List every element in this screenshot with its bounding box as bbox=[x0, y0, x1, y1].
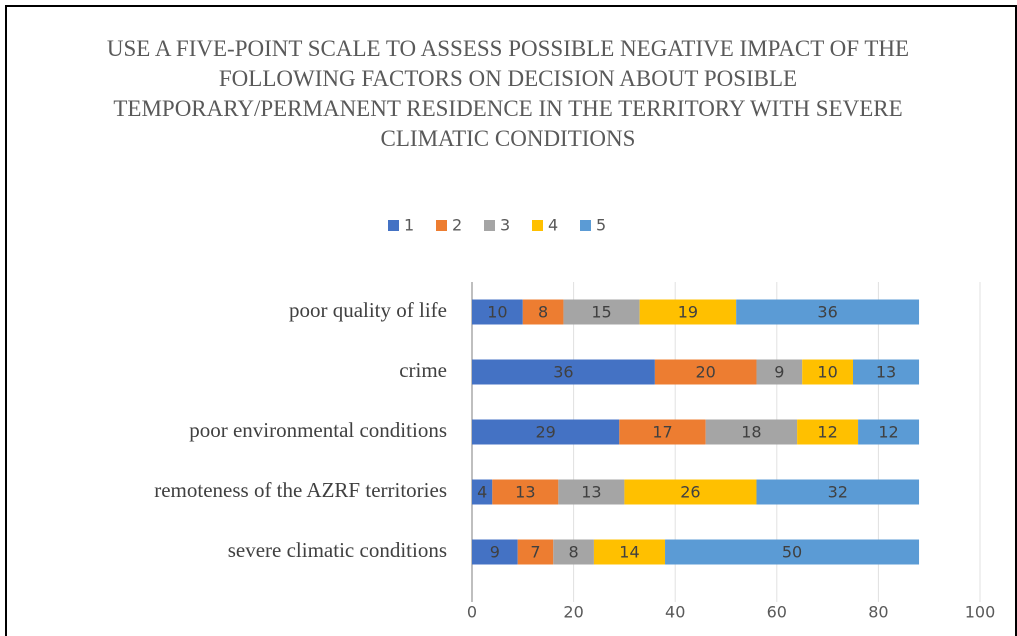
legend-label: 1 bbox=[404, 216, 414, 235]
legend-label: 5 bbox=[596, 216, 606, 235]
legend-swatch bbox=[580, 220, 591, 231]
legend-swatch bbox=[436, 220, 447, 231]
data-label: 50 bbox=[782, 543, 802, 562]
data-label: 17 bbox=[652, 423, 672, 442]
data-label: 13 bbox=[515, 483, 535, 502]
data-label: 4 bbox=[477, 483, 487, 502]
legend-swatch bbox=[532, 220, 543, 231]
bar-segment bbox=[472, 539, 518, 565]
data-label: 12 bbox=[817, 423, 837, 442]
data-label: 13 bbox=[581, 483, 601, 502]
bar-segment bbox=[756, 479, 920, 505]
bar-segment bbox=[797, 419, 859, 445]
bar-segment bbox=[619, 419, 706, 445]
y-tick-label: poor quality of life bbox=[289, 298, 447, 322]
frame bbox=[5, 5, 1017, 636]
bar-segment bbox=[639, 299, 737, 325]
bar-segment bbox=[593, 539, 666, 565]
x-tick-label: 100 bbox=[965, 603, 996, 622]
bar-segment bbox=[705, 419, 798, 445]
chart-title: USE A FIVE-POINT SCALE TO ASSESS POSSIBL… bbox=[106, 36, 910, 151]
data-label: 13 bbox=[876, 363, 896, 382]
bar-segment bbox=[736, 299, 920, 325]
y-tick-label: remoteness of the AZRF territories bbox=[154, 478, 447, 502]
legend-swatch bbox=[388, 220, 399, 231]
bar-segment bbox=[553, 539, 594, 565]
data-label: 26 bbox=[680, 483, 700, 502]
x-tick-label: 80 bbox=[868, 603, 888, 622]
data-label: 9 bbox=[490, 543, 500, 562]
bar-segment bbox=[472, 479, 493, 505]
bar-segment bbox=[517, 539, 554, 565]
x-tick-label: 20 bbox=[563, 603, 583, 622]
legend-swatch bbox=[484, 220, 495, 231]
legend-label: 2 bbox=[452, 216, 462, 235]
bar-segment bbox=[853, 359, 920, 385]
data-label: 36 bbox=[553, 363, 573, 382]
data-label: 8 bbox=[538, 303, 548, 322]
data-label: 7 bbox=[530, 543, 540, 562]
bar-segment bbox=[756, 359, 803, 385]
data-label: 29 bbox=[535, 423, 555, 442]
data-label: 8 bbox=[569, 543, 579, 562]
data-label: 10 bbox=[487, 303, 507, 322]
bar-segment bbox=[472, 299, 523, 325]
y-tick-label: crime bbox=[399, 358, 447, 382]
bar-segment bbox=[522, 299, 564, 325]
data-label: 9 bbox=[774, 363, 784, 382]
data-label: 12 bbox=[878, 423, 898, 442]
x-tick-label: 0 bbox=[467, 603, 477, 622]
data-label: 18 bbox=[741, 423, 761, 442]
data-label: 20 bbox=[696, 363, 716, 382]
y-tick-label: poor environmental conditions bbox=[189, 418, 447, 442]
bar-segment bbox=[492, 479, 559, 505]
bar-segment bbox=[654, 359, 757, 385]
bar-segment bbox=[624, 479, 757, 505]
data-label: 14 bbox=[619, 543, 639, 562]
bar-segment bbox=[558, 479, 625, 505]
data-label: 15 bbox=[591, 303, 611, 322]
bar-segment bbox=[665, 539, 920, 565]
data-label: 36 bbox=[817, 303, 837, 322]
data-label: 32 bbox=[828, 483, 848, 502]
legend-label: 4 bbox=[548, 216, 558, 235]
bar-segment bbox=[802, 359, 853, 385]
legend-label: 3 bbox=[500, 216, 510, 235]
x-tick-label: 40 bbox=[665, 603, 685, 622]
bar-segment bbox=[472, 359, 655, 385]
data-label: 10 bbox=[817, 363, 837, 382]
bar-segment bbox=[472, 419, 620, 445]
y-tick-label: severe climatic conditions bbox=[228, 538, 447, 562]
bar-segment bbox=[858, 419, 920, 445]
bar-segment bbox=[563, 299, 640, 325]
data-label: 19 bbox=[678, 303, 698, 322]
x-tick-label: 60 bbox=[767, 603, 787, 622]
